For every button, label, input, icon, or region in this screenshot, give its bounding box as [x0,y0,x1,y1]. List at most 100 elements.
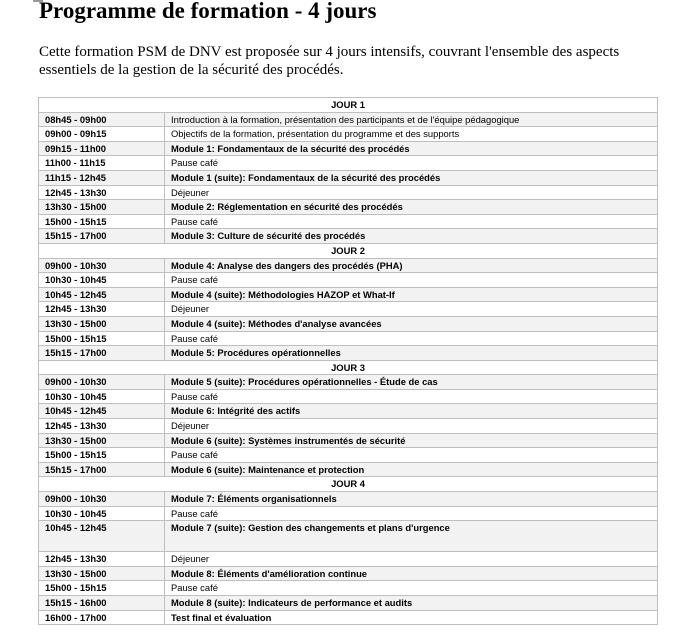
time-cell: 13h30 - 15h00 [38,565,165,582]
time-cell: 12h45 - 13h30 [38,418,165,434]
table-row: 15h00 - 15h15 Pause café [38,580,658,596]
activity-cell: Module 1: Fondamentaux de la sécurité de… [164,140,658,157]
activity-cell: Pause café [164,330,658,347]
table-row: 16h00 - 17h00 Test final et évaluation [38,609,658,626]
day-header-row: JOUR 4 [38,476,658,493]
activity-cell: Module 7 (suite): Gestion des changement… [164,520,658,553]
day-header: JOUR 3 [38,359,658,376]
day-header-row: JOUR 3 [38,359,658,376]
table-row: 10h45 - 12h45 Module 6: Intégrité des act… [38,403,658,420]
table-row: 15h15 - 16h00 Module 8 (suite): Indicateu… [38,595,658,611]
time-cell: 09h00 - 09h15 [38,126,165,142]
table-row: 10h30 - 10h45 Pause café [38,388,658,405]
table-row: 09h00 - 10h30 Module 5 (suite): Procédure… [38,374,658,390]
time-cell: 09h00 - 10h30 [38,374,165,390]
activity-cell: Test final et évaluation [164,609,658,626]
day-header-row: JOUR 1 [38,97,658,113]
time-cell: 13h30 - 15h00 [38,315,165,332]
intro-paragraph: Cette formation PSM de DNV est proposée … [39,44,620,78]
time-cell: 10h30 - 10h45 [38,505,165,522]
activity-cell: Module 4 (suite): Méthodes d'analyse ava… [164,315,658,332]
activity-cell: Module 5 (suite): Procédures opérationne… [164,374,658,390]
activity-cell: Pause café [164,213,658,230]
activity-cell: Objectifs de la formation, présentation … [164,126,658,142]
time-cell: 15h00 - 15h15 [38,213,165,230]
activity-cell: Module 5: Procédures opérationnelles [164,345,658,361]
activity-cell: Module 8: Éléments d'amélioration contin… [164,565,658,582]
time-cell: 10h30 - 10h45 [38,272,165,288]
time-cell: 10h45 - 12h45 [38,403,165,420]
table-row: 09h00 - 10h30 Module 7: Éléments organisa… [38,491,658,507]
activity-cell: Pause café [164,505,658,522]
time-cell: 13h30 - 15h00 [38,432,165,449]
table-row: 15h00 - 15h15 Pause café [38,447,658,463]
time-cell: 08h45 - 09h00 [38,111,165,128]
cursor-marker [33,0,43,2]
day-header: JOUR 2 [38,242,658,259]
time-cell: 10h30 - 10h45 [38,388,165,405]
table-row: 15h15 - 17h00 Module 5: Procédures opérat… [38,345,658,361]
activity-cell: Pause café [164,388,658,405]
table-row: 10h45 - 12h45 Module 7 (suite): Gestion d… [38,520,658,553]
time-cell: 12h45 - 13h30 [38,551,165,567]
table-row: 13h30 - 15h00 Module 2: Réglementation en… [38,199,658,215]
table-row: 13h30 - 15h00 Module 6 (suite): Systèmes … [38,432,658,449]
time-cell: 15h00 - 15h15 [38,580,165,596]
table-row: 12h45 - 13h30 Déjeuner [38,301,658,317]
table-row: 12h45 - 13h30 Déjeuner [38,418,658,434]
day-header: JOUR 1 [38,97,658,113]
time-cell: 13h30 - 15h00 [38,199,165,215]
activity-cell: Introduction à la formation, présentatio… [164,111,658,128]
table-row: 08h45 - 09h00 Introduction à la formation… [38,111,658,128]
table-row: 11h00 - 11h15 Pause café [38,155,658,171]
table-row: 13h30 - 15h00 Module 4 (suite): Méthodes … [38,315,658,332]
activity-cell: Module 1 (suite): Fondamentaux de la séc… [164,169,658,186]
time-cell: 11h00 - 11h15 [38,155,165,171]
activity-cell: Module 3: Culture de sécurité des procéd… [164,228,658,244]
activity-cell: Déjeuner [164,301,658,317]
activity-cell: Pause café [164,580,658,596]
activity-cell: Module 7: Éléments organisationnels [164,491,658,507]
time-cell: 12h45 - 13h30 [38,184,165,201]
table-row: 09h00 - 10h30 Module 4: Analyse des dange… [38,257,658,274]
time-cell: 15h15 - 16h00 [38,595,165,611]
activity-cell: Module 8 (suite): Indicateurs de perform… [164,595,658,611]
time-cell: 09h15 - 11h00 [38,140,165,157]
table-row: 10h30 - 10h45 Pause café [38,505,658,522]
activity-cell: Déjeuner [164,418,658,434]
table-row: 13h30 - 15h00 Module 8: Éléments d'amélio… [38,565,658,582]
time-cell: 15h15 - 17h00 [38,345,165,361]
time-cell: 15h00 - 15h15 [38,447,165,463]
time-cell: 15h15 - 17h00 [38,461,165,478]
table-row: 11h15 - 12h45 Module 1 (suite): Fondament… [38,169,658,186]
day-header-row: JOUR 2 [38,242,658,259]
activity-cell: Pause café [164,155,658,171]
activity-cell: Module 4: Analyse des dangers des procéd… [164,257,658,274]
schedule-table: JOUR 1 08h45 - 09h00 Introduction à la for… [38,97,658,626]
table-row: 12h45 - 13h30 Déjeuner [38,184,658,201]
time-cell: 09h00 - 10h30 [38,491,165,507]
table-row: 15h15 - 17h00 Module 3: Culture de sécuri… [38,228,658,244]
table-row: 15h00 - 15h15 Pause café [38,213,658,230]
table-row: 09h15 - 11h00 Module 1: Fondamentaux de l… [38,140,658,157]
table-row: 12h45 - 13h30 Déjeuner [38,551,658,567]
activity-cell: Déjeuner [164,551,658,567]
time-cell: 10h45 - 12h45 [38,286,165,303]
day-header: JOUR 4 [38,476,658,493]
time-cell: 10h45 - 12h45 [38,520,165,553]
page-title: Programme de formation - 4 jours [39,0,377,23]
table-row: 10h45 - 12h45 Module 4 (suite): Méthodolo… [38,286,658,303]
activity-cell: Pause café [164,272,658,288]
activity-cell: Module 6 (suite): Systèmes instrumentés … [164,432,658,449]
table-row: 10h30 - 10h45 Pause café [38,272,658,288]
activity-cell: Module 6: Intégrité des actifs [164,403,658,420]
time-cell: 15h15 - 17h00 [38,228,165,244]
time-cell: 09h00 - 10h30 [38,257,165,274]
time-cell: 11h15 - 12h45 [38,169,165,186]
activity-cell: Déjeuner [164,184,658,201]
time-cell: 15h00 - 15h15 [38,330,165,347]
activity-cell: Pause café [164,447,658,463]
table-row: 09h00 - 09h15 Objectifs de la formation, … [38,126,658,142]
activity-cell: Module 2: Réglementation en sécurité des… [164,199,658,215]
time-cell: 12h45 - 13h30 [38,301,165,317]
